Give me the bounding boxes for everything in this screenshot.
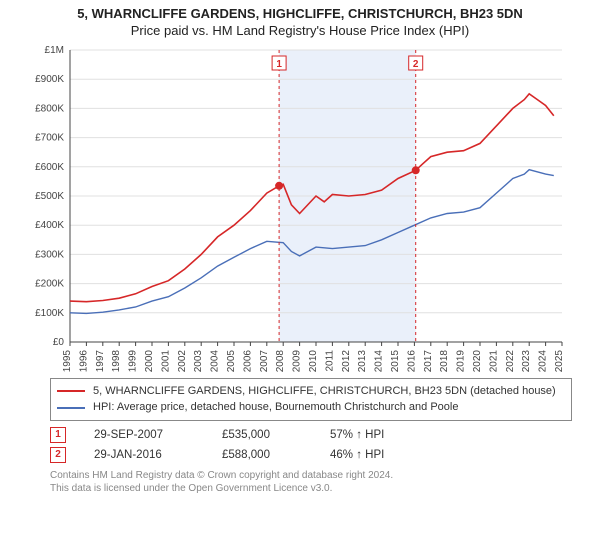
footer: Contains HM Land Registry data © Crown c… xyxy=(50,469,572,495)
svg-text:£0: £0 xyxy=(53,337,65,348)
svg-text:1: 1 xyxy=(276,59,282,70)
svg-text:2003: 2003 xyxy=(193,349,204,371)
sale-marker-1: 1 xyxy=(50,427,66,443)
footer-line1: Contains HM Land Registry data © Crown c… xyxy=(50,469,572,482)
svg-text:2011: 2011 xyxy=(324,349,335,371)
legend-swatch-property xyxy=(57,390,85,392)
svg-text:2020: 2020 xyxy=(472,349,483,371)
sale-price-2: £588,000 xyxy=(222,449,302,461)
svg-text:£600K: £600K xyxy=(35,162,64,173)
svg-text:2025: 2025 xyxy=(554,349,565,371)
sale-hpi-2: 46% ↑ HPI xyxy=(330,449,430,461)
svg-text:2016: 2016 xyxy=(406,349,417,371)
legend-swatch-hpi xyxy=(57,407,85,409)
svg-text:2014: 2014 xyxy=(374,349,385,371)
sale-hpi-1: 57% ↑ HPI xyxy=(330,429,430,441)
svg-text:2019: 2019 xyxy=(456,349,467,371)
svg-text:2001: 2001 xyxy=(160,349,171,371)
legend-row-hpi: HPI: Average price, detached house, Bour… xyxy=(57,399,565,416)
svg-text:£400K: £400K xyxy=(35,220,64,231)
svg-text:1999: 1999 xyxy=(128,349,139,371)
price-chart: £0 £100K £200K £300K £400K £500K £600K £700K £80… xyxy=(20,42,580,372)
sale-row-2: 2 29-JAN-2016 £588,000 46% ↑ HPI xyxy=(50,445,572,465)
svg-text:£200K: £200K xyxy=(35,278,64,289)
legend-row-property: 5, WHARNCLIFFE GARDENS, HIGHCLIFFE, CHRI… xyxy=(57,383,565,400)
sale-date-2: 29-JAN-2016 xyxy=(94,449,194,461)
svg-text:2024: 2024 xyxy=(538,349,549,371)
sale-marker-2: 2 xyxy=(50,447,66,463)
svg-text:2010: 2010 xyxy=(308,349,319,371)
sale-row-1: 1 29-SEP-2007 £535,000 57% ↑ HPI xyxy=(50,425,572,445)
svg-text:1996: 1996 xyxy=(78,349,89,371)
svg-text:£1M: £1M xyxy=(45,45,64,56)
legend: 5, WHARNCLIFFE GARDENS, HIGHCLIFFE, CHRI… xyxy=(50,378,572,421)
svg-text:2013: 2013 xyxy=(357,349,368,371)
sale-price-1: £535,000 xyxy=(222,429,302,441)
svg-text:1998: 1998 xyxy=(111,349,122,371)
svg-text:£700K: £700K xyxy=(35,132,64,143)
svg-text:£300K: £300K xyxy=(35,249,64,260)
svg-text:£100K: £100K xyxy=(35,308,64,319)
svg-text:2015: 2015 xyxy=(390,349,401,371)
svg-text:2005: 2005 xyxy=(226,349,237,371)
chart-title-line1: 5, WHARNCLIFFE GARDENS, HIGHCLIFFE, CHRI… xyxy=(0,0,600,23)
legend-label-hpi: HPI: Average price, detached house, Bour… xyxy=(93,399,458,416)
sales-table: 1 29-SEP-2007 £535,000 57% ↑ HPI 2 29-JA… xyxy=(50,425,572,465)
svg-text:2017: 2017 xyxy=(423,349,434,371)
svg-text:£800K: £800K xyxy=(35,103,64,114)
svg-text:2: 2 xyxy=(413,59,419,70)
legend-label-property: 5, WHARNCLIFFE GARDENS, HIGHCLIFFE, CHRI… xyxy=(93,383,556,400)
svg-text:2004: 2004 xyxy=(210,349,221,371)
svg-text:£500K: £500K xyxy=(35,191,64,202)
svg-text:2002: 2002 xyxy=(177,349,188,371)
chart-title-line2: Price paid vs. HM Land Registry's House … xyxy=(0,23,600,38)
svg-text:2006: 2006 xyxy=(242,349,253,371)
svg-text:£900K: £900K xyxy=(35,74,64,85)
svg-text:2008: 2008 xyxy=(275,349,286,371)
svg-text:2000: 2000 xyxy=(144,349,155,371)
chart-container: 5, WHARNCLIFFE GARDENS, HIGHCLIFFE, CHRI… xyxy=(0,0,600,560)
svg-text:2021: 2021 xyxy=(488,349,499,371)
svg-text:2023: 2023 xyxy=(521,349,532,371)
sale-date-1: 29-SEP-2007 xyxy=(94,429,194,441)
svg-text:2007: 2007 xyxy=(259,349,270,371)
svg-text:2018: 2018 xyxy=(439,349,450,371)
svg-text:1997: 1997 xyxy=(95,349,106,371)
svg-text:2012: 2012 xyxy=(341,349,352,371)
footer-line2: This data is licensed under the Open Gov… xyxy=(50,482,572,495)
svg-text:2022: 2022 xyxy=(505,349,516,371)
svg-text:1995: 1995 xyxy=(62,349,73,371)
svg-text:2009: 2009 xyxy=(292,349,303,371)
